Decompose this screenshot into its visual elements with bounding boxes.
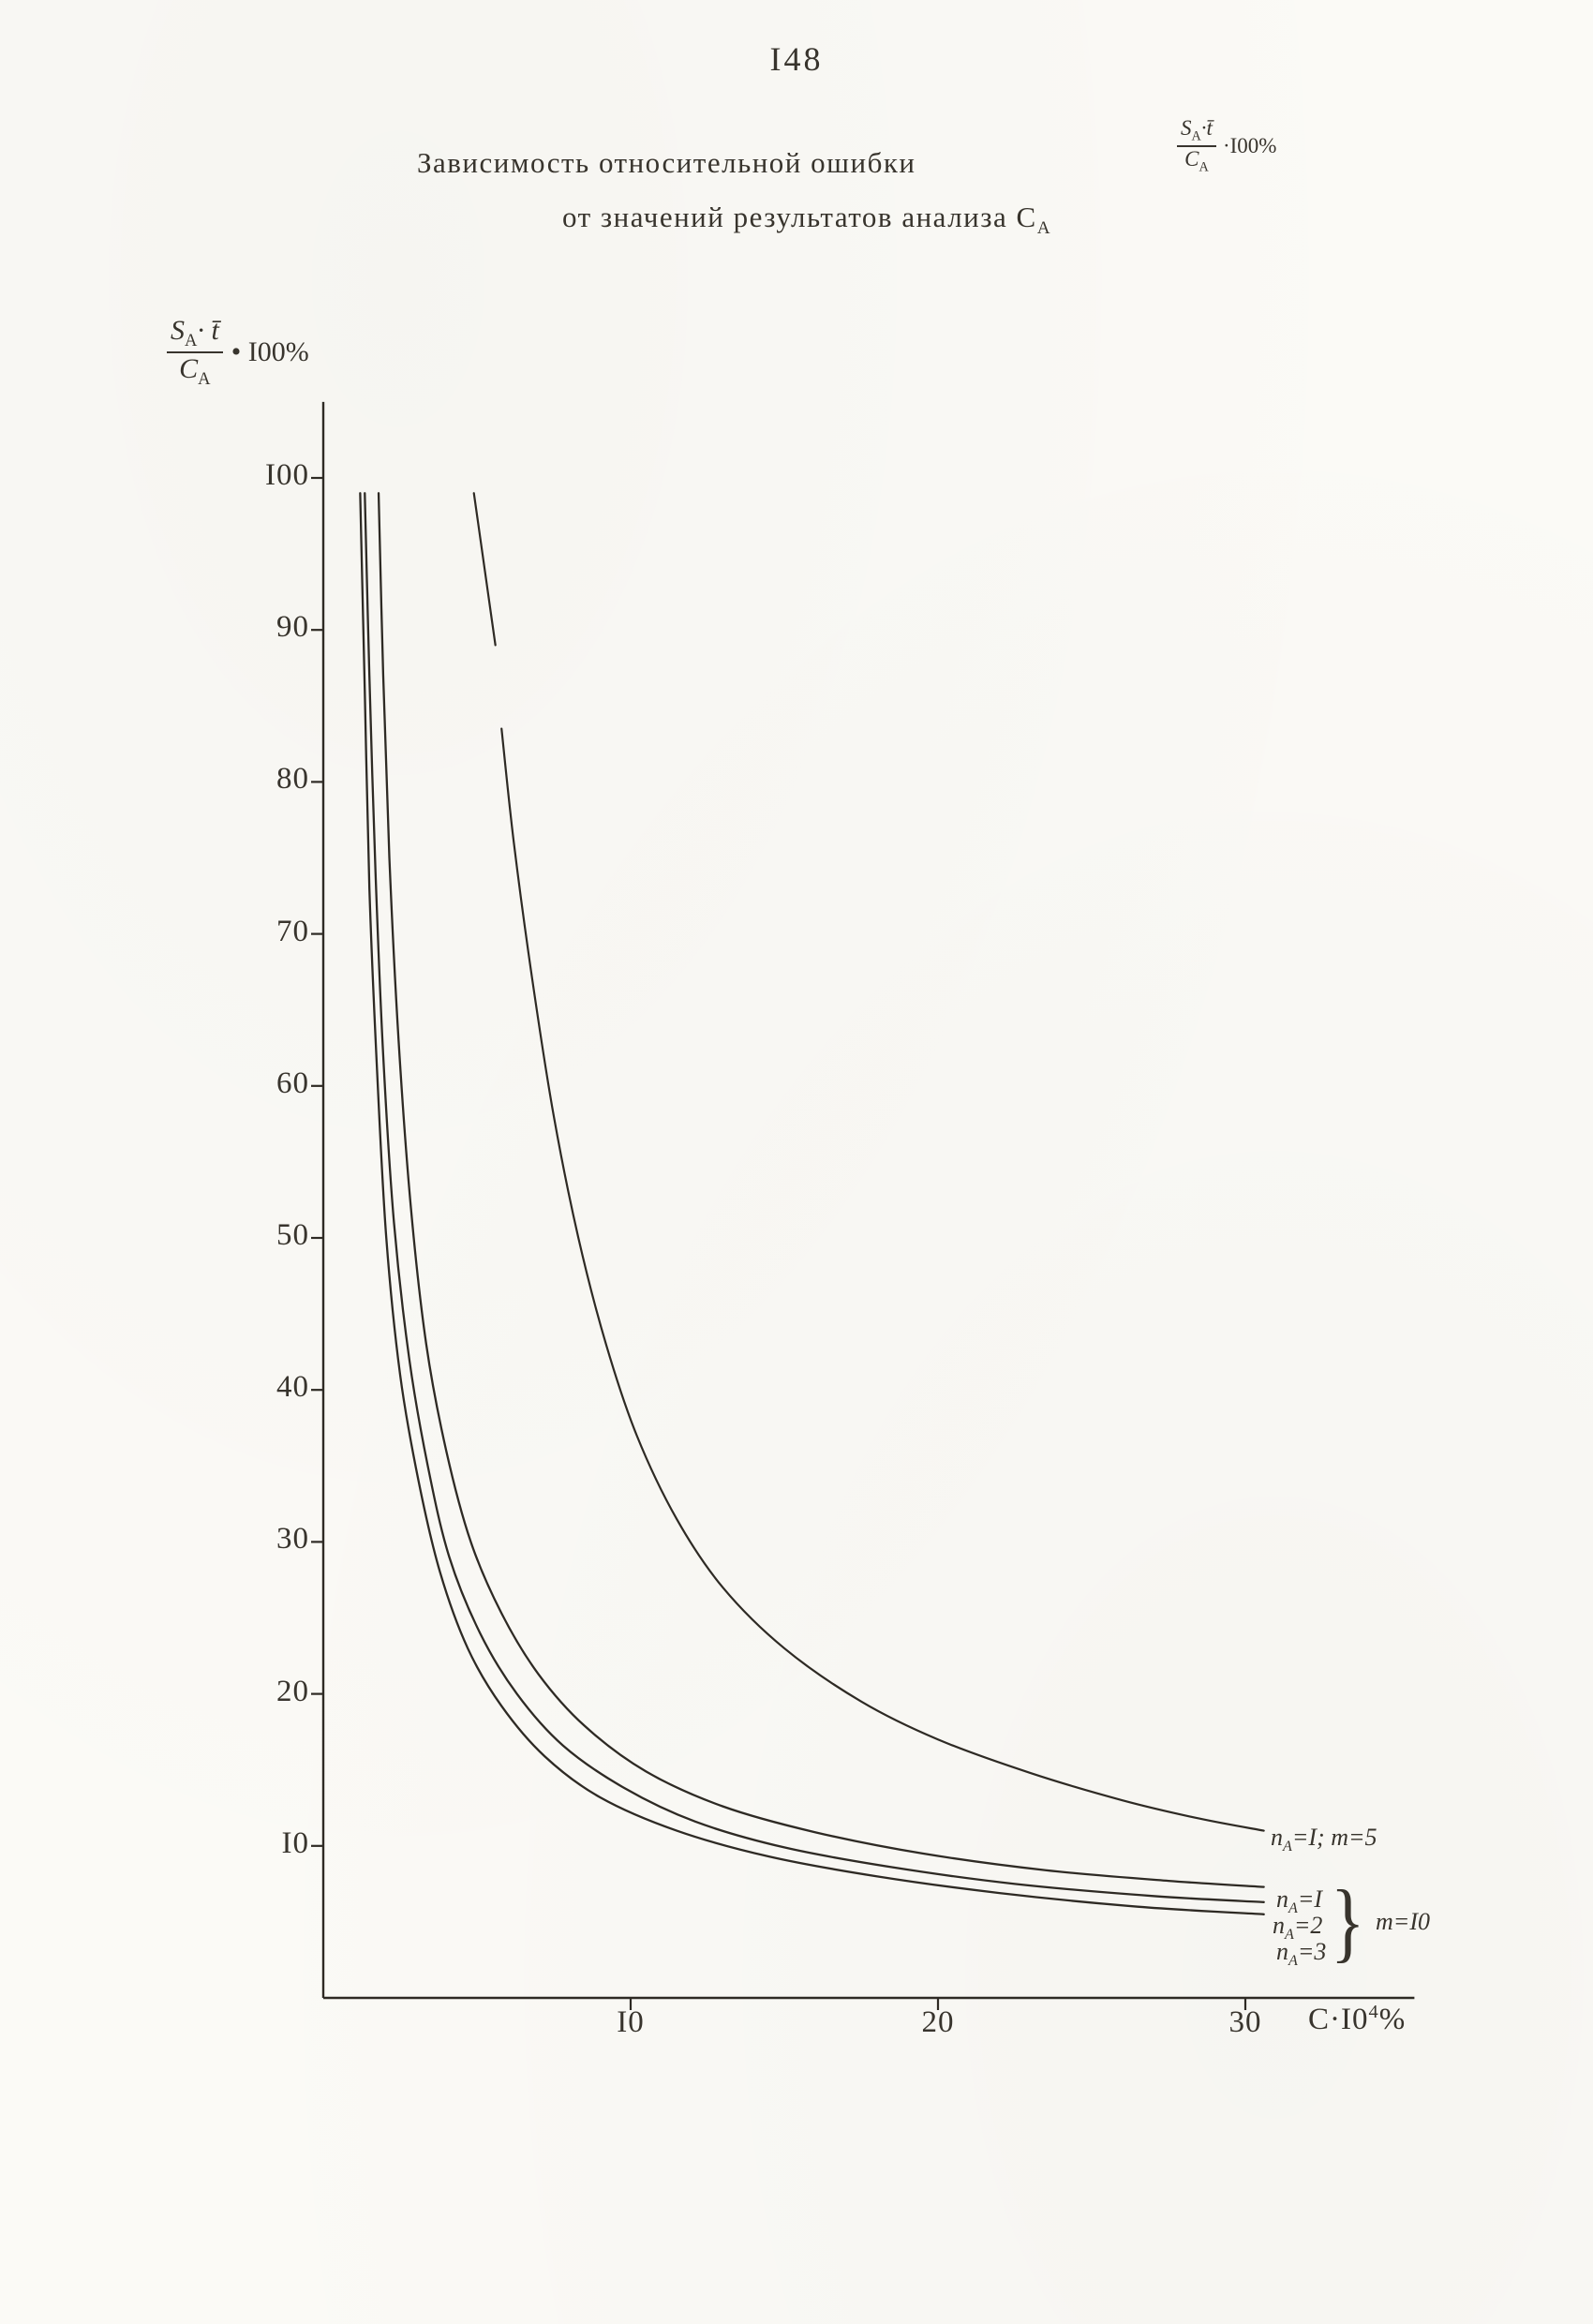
legend-n2-base: n bbox=[1273, 1912, 1285, 1939]
legend-n1-sub: A bbox=[1288, 1900, 1298, 1917]
legend-n3-rest: =3 bbox=[1297, 1938, 1327, 1965]
legend-item-n3-m10: nA=3 bbox=[1276, 1938, 1326, 1975]
y-axis-numerator: SA· t̄ bbox=[167, 315, 223, 353]
curve-series-0 bbox=[500, 727, 1265, 1832]
legend-n3-sub: A bbox=[1288, 1953, 1298, 1970]
curve-series-3 bbox=[359, 492, 1265, 1915]
y-tick-label: 90 bbox=[276, 610, 309, 645]
legend-item-n2-m10: nA=2 bbox=[1273, 1912, 1322, 1949]
curve-series-1 bbox=[377, 492, 1265, 1888]
x-tick-label: 20 bbox=[921, 2005, 955, 2039]
y-tick-label: 50 bbox=[276, 1218, 309, 1252]
y-tick-label: I00 bbox=[265, 458, 309, 492]
legend-n1-base: n bbox=[1276, 1885, 1288, 1913]
page-number: I48 bbox=[769, 40, 824, 78]
x-axis-title-base: C·I0 bbox=[1308, 2003, 1369, 2036]
legend-item-n1-m10: nA=I bbox=[1276, 1885, 1322, 1923]
title-text-2: от значений результатов анализа С bbox=[562, 201, 1037, 233]
legend-m5-rest: =I; m=5 bbox=[1291, 1824, 1377, 1851]
legend-m5-base: n bbox=[1271, 1824, 1283, 1851]
y-tick-label: 60 bbox=[276, 1065, 309, 1100]
formula-num-rest: ·t̄ bbox=[1200, 116, 1213, 140]
y-axis-num-sub: A bbox=[185, 331, 198, 350]
legend-m5-sub: A bbox=[1283, 1839, 1292, 1855]
curve-series-2 bbox=[364, 492, 1265, 1903]
legend-n2-sub: A bbox=[1285, 1927, 1294, 1944]
y-tick-label: 40 bbox=[276, 1370, 309, 1405]
y-axis-den-base: C bbox=[179, 352, 199, 384]
formula-den-sub: A bbox=[1198, 159, 1209, 175]
y-tick-label: 30 bbox=[276, 1522, 309, 1557]
formula-num-base: S bbox=[1181, 116, 1192, 140]
legend-group-brace: } bbox=[1331, 1871, 1365, 1971]
title-line-2-subscript: А bbox=[1036, 218, 1052, 239]
legend-n3-base: n bbox=[1276, 1938, 1288, 1965]
y-axis-label: SA· t̄ CA • I00% bbox=[167, 315, 309, 390]
formula-num-sub: A bbox=[1191, 128, 1201, 144]
y-tick-label: 70 bbox=[276, 914, 309, 948]
y-tick-label: 80 bbox=[276, 762, 309, 797]
formula-suffix: ·I00% bbox=[1222, 133, 1277, 157]
x-axis-title: C·I04% bbox=[1308, 2002, 1406, 2037]
title-formula: SA·t̄ CA ·I00% bbox=[1177, 116, 1276, 175]
x-tick-label: I0 bbox=[617, 2005, 645, 2039]
y-tick-label: I0 bbox=[281, 1825, 309, 1860]
title-line-2: от значений результатов анализа СА bbox=[562, 201, 1051, 239]
y-axis-num-rest: · t̄ bbox=[197, 315, 219, 346]
legend-group-label: m=I0 bbox=[1376, 1908, 1430, 1935]
x-tick-label: 30 bbox=[1228, 2005, 1262, 2039]
y-tick-label: 20 bbox=[276, 1674, 309, 1708]
curve-series-0 bbox=[472, 492, 497, 647]
y-axis-suffix: • I00% bbox=[231, 335, 309, 367]
legend-n2-rest: =2 bbox=[1293, 1912, 1323, 1939]
formula-denominator: CA bbox=[1184, 147, 1209, 176]
title-line-1: Зависимость относительной ошибки bbox=[417, 146, 916, 180]
legend-n1-rest: =I bbox=[1297, 1885, 1323, 1913]
title-text-1: Зависимость относительной ошибки bbox=[417, 146, 916, 179]
formula-fraction: SA·t̄ CA bbox=[1177, 116, 1216, 175]
x-axis-title-exponent: 4 bbox=[1368, 2002, 1379, 2022]
y-axis-den-sub: A bbox=[198, 368, 211, 389]
x-axis-title-suffix: % bbox=[1378, 2003, 1407, 2036]
formula-den-base: C bbox=[1184, 146, 1199, 171]
y-axis-num-base: S bbox=[171, 315, 185, 346]
y-axis-fraction: SA· t̄ CA bbox=[167, 315, 223, 390]
formula-numerator: SA·t̄ bbox=[1177, 116, 1216, 147]
y-axis-denominator: CA bbox=[179, 353, 210, 390]
legend-item-n1-m5: nA=I; m=5 bbox=[1271, 1824, 1377, 1861]
